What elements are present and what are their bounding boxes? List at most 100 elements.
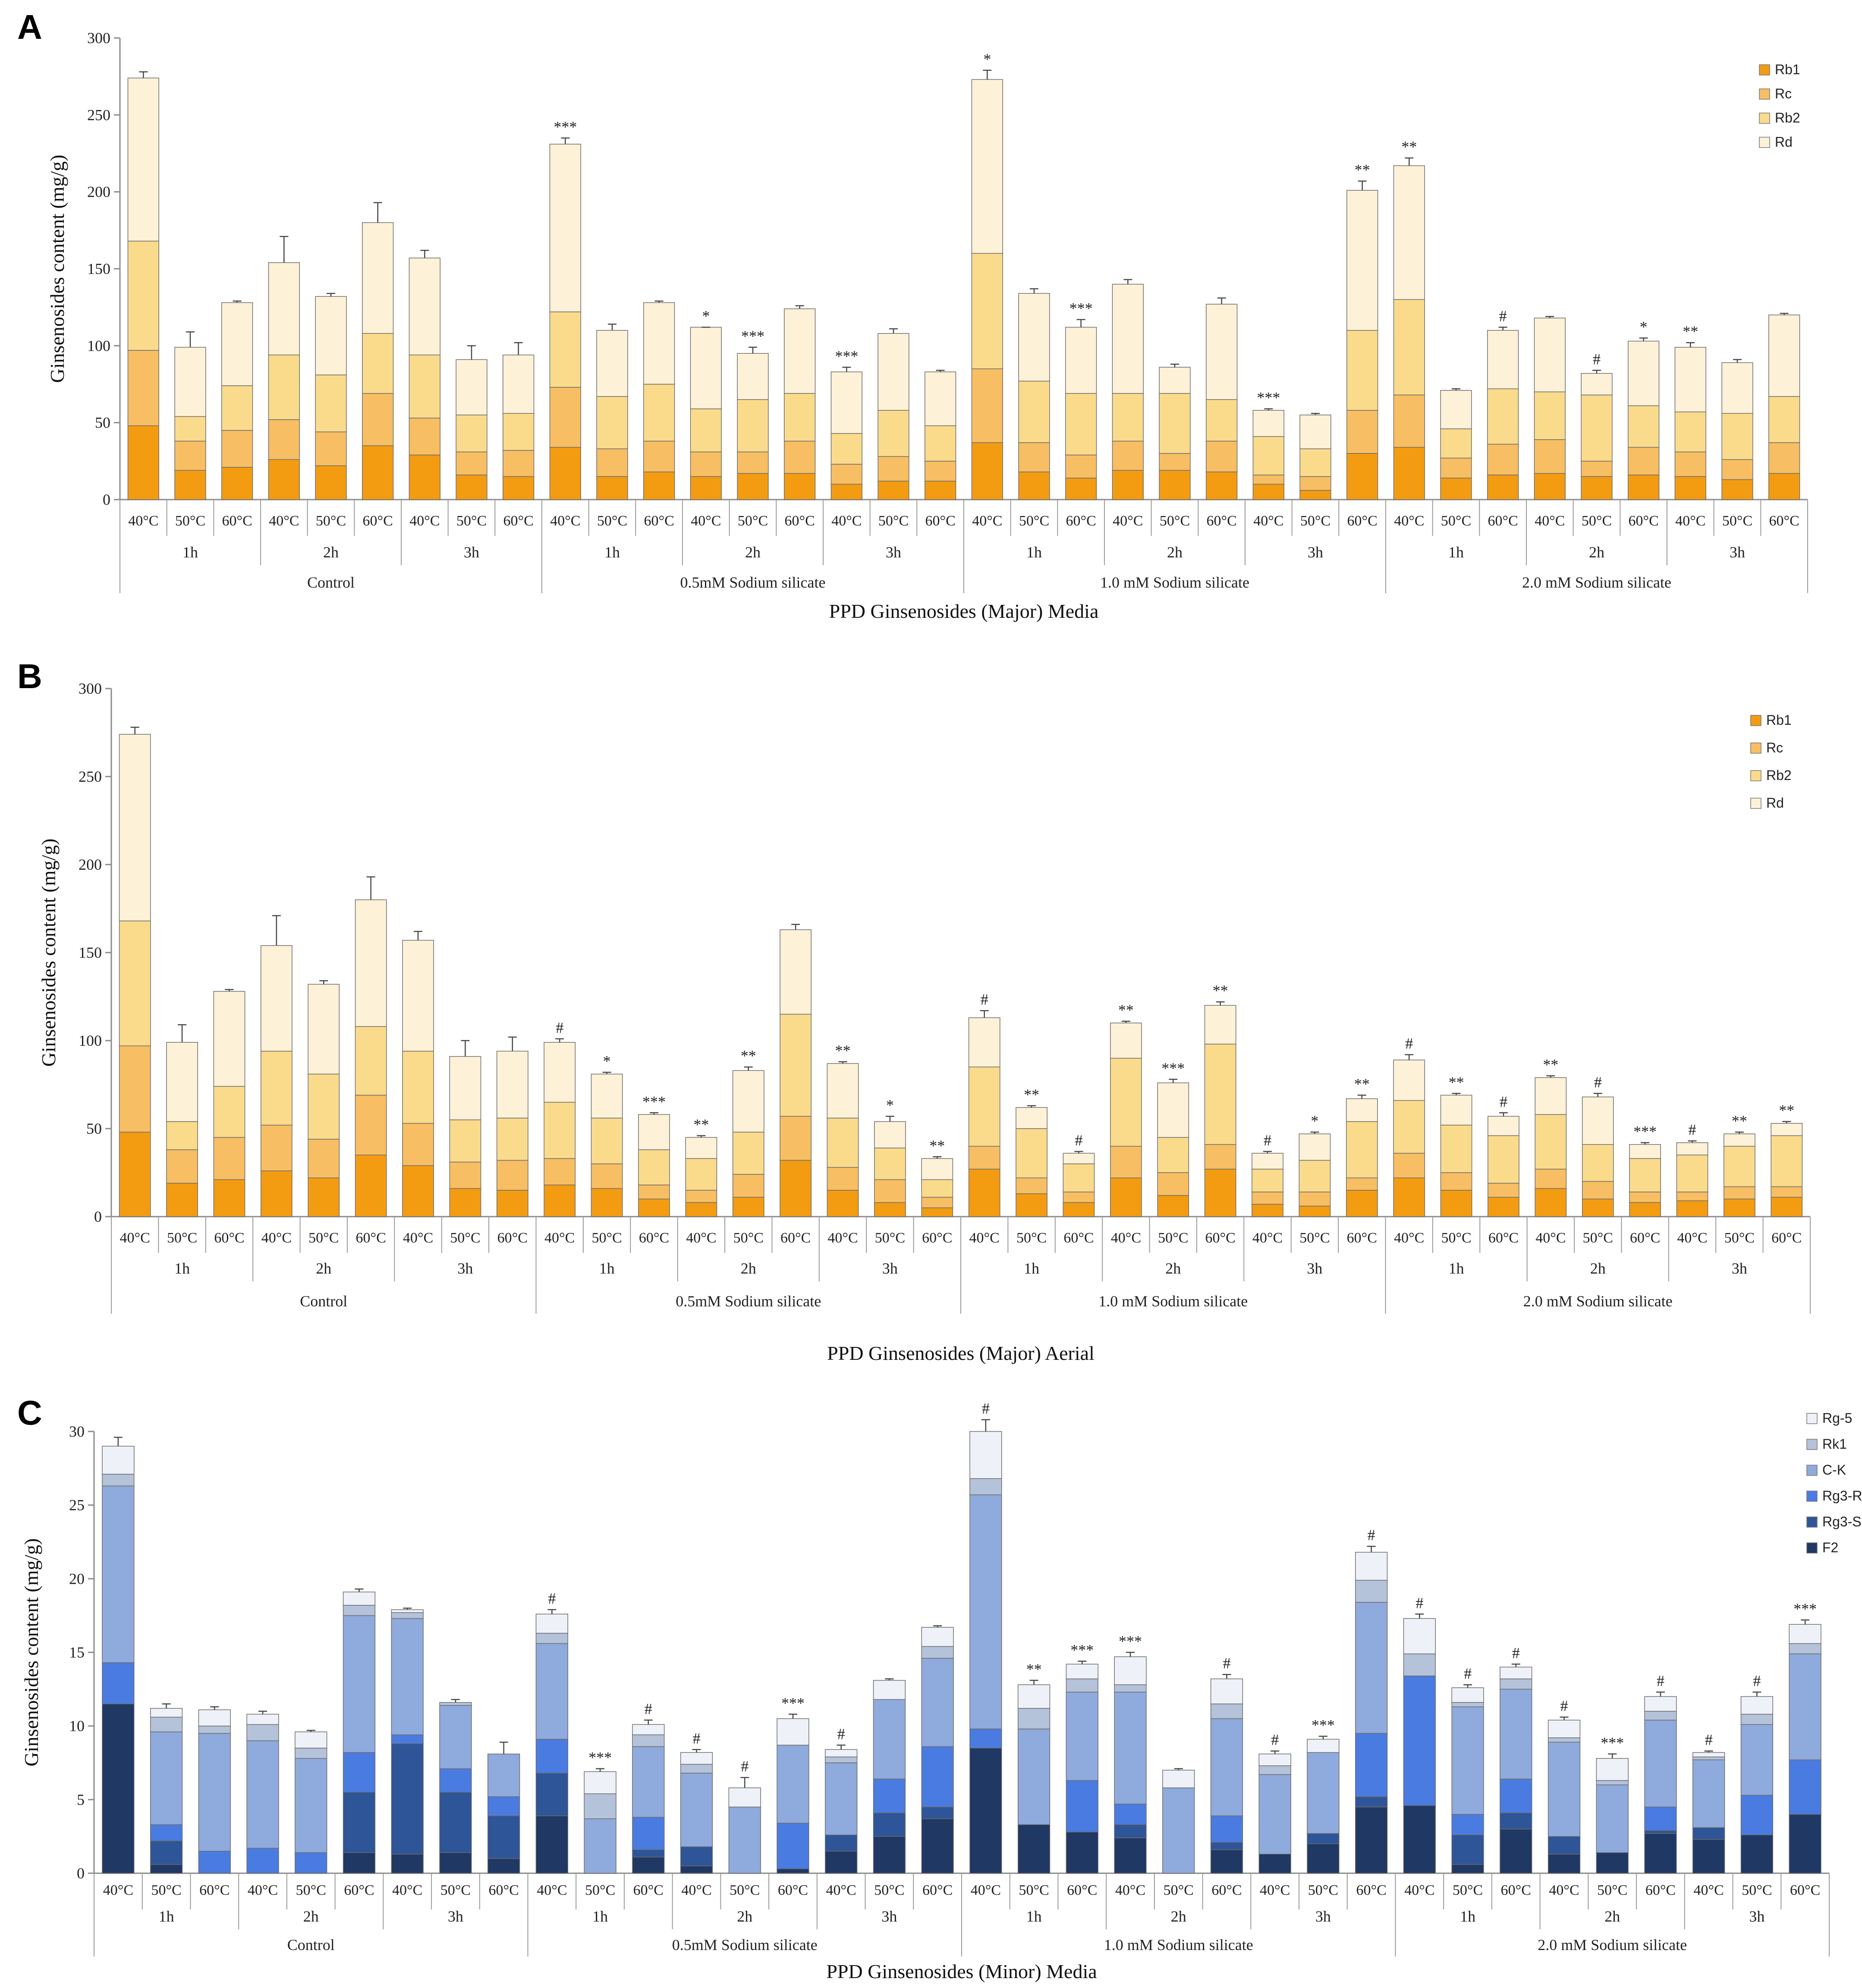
- x-temp-label: 50°C: [874, 1882, 904, 1898]
- bar-segment-rb1: [1206, 472, 1238, 500]
- x-temp-label: 40°C: [1115, 1882, 1145, 1898]
- x-treatment-label: 1.0 mM Sodium silicate: [1104, 1936, 1253, 1953]
- x-time-label: 2h: [316, 1260, 331, 1277]
- significance-mark: **: [741, 1047, 756, 1064]
- x-temp-label: 50°C: [1597, 1882, 1627, 1898]
- x-temp-label: 60°C: [778, 1882, 808, 1898]
- bar-segment-rk1: [1114, 1684, 1147, 1692]
- significance-mark: #: [981, 991, 988, 1008]
- y-tick-label: 300: [79, 680, 102, 697]
- x-temp-label: 60°C: [922, 1882, 953, 1898]
- bar-segment-rg-5: [102, 1446, 135, 1475]
- significance-mark: #: [1499, 308, 1507, 325]
- x-temp-label: 50°C: [875, 1230, 905, 1246]
- significance-mark: *: [983, 50, 991, 68]
- bar-segment-rc: [221, 430, 253, 468]
- bar-segment-rg3-r: [969, 1728, 1002, 1749]
- bar-segment-rb1: [784, 473, 816, 500]
- significance-mark: **: [1779, 1102, 1794, 1119]
- bar-segment-f2: [680, 1865, 713, 1874]
- bar-segment-rk1: [391, 1612, 424, 1619]
- bar-segment-rb2: [456, 415, 488, 453]
- significance-mark: #: [837, 1725, 845, 1743]
- bar-segment-rg-5: [1162, 1770, 1195, 1788]
- bar-segment-rd: [127, 77, 159, 242]
- bar-segment-rg3-r: [198, 1851, 231, 1874]
- bar-segment-rc: [968, 1146, 1000, 1170]
- x-temp-label: 40°C: [1394, 513, 1424, 529]
- x-temp-label: 50°C: [1019, 1882, 1049, 1898]
- x-temp-label: 40°C: [269, 513, 299, 529]
- x-time-label: 1h: [1449, 1260, 1464, 1277]
- legend-label: Rk1: [1822, 1436, 1847, 1452]
- bar-segment-c-k: [1066, 1692, 1098, 1781]
- bar-segment-rd: [1299, 415, 1331, 450]
- bar-segment-rb2: [1440, 1125, 1472, 1173]
- bar-segment-rg3-s: [343, 1792, 376, 1853]
- bar-segment-rb1: [1252, 1204, 1283, 1217]
- x-temp-label: 50°C: [167, 1230, 197, 1246]
- bar-segment-rc: [732, 1174, 764, 1198]
- x-treatment-label: 2.0 mM Sodium silicate: [1538, 1936, 1687, 1953]
- bar-segment-rc: [402, 1123, 434, 1166]
- x-temp-label: 40°C: [1549, 1882, 1579, 1898]
- bar-segment-rb2: [971, 253, 1003, 369]
- x-time-label: 2h: [1165, 1260, 1181, 1277]
- x-time-label: 1h: [1026, 544, 1042, 561]
- legend-label: Rd: [1766, 795, 1784, 811]
- x-time-label: 1h: [599, 1260, 615, 1277]
- bar-segment-rd: [874, 1121, 906, 1148]
- significance-mark: #: [1689, 1121, 1696, 1139]
- bar-segment-rd: [1110, 1022, 1142, 1059]
- significance-mark: **: [835, 1042, 851, 1059]
- bar-segment-rd: [1204, 1005, 1236, 1044]
- bar-segment-rd: [268, 262, 300, 355]
- bar-segment-rg-5: [1692, 1752, 1725, 1758]
- x-temp-label: 40°C: [969, 1230, 1000, 1246]
- significance-mark: ***: [1119, 1633, 1142, 1650]
- bar-segment-rc: [1582, 1181, 1614, 1199]
- bar-segment-rd: [1676, 1142, 1708, 1155]
- bar-segment-rk1: [1644, 1711, 1677, 1721]
- x-time-label: 2h: [323, 544, 339, 561]
- bar-segment-f2: [921, 1818, 954, 1874]
- bar-segment-rb2: [544, 1102, 576, 1159]
- significance-mark: **: [1026, 1661, 1042, 1678]
- x-temp-label: 50°C: [1308, 1882, 1338, 1898]
- bar-segment-rb2: [449, 1119, 481, 1163]
- bar-segment-rb2: [1629, 1158, 1661, 1192]
- bar-segment-rc: [1204, 1144, 1236, 1170]
- significance-mark: ***: [1633, 1123, 1657, 1140]
- y-tick-label: 15: [69, 1644, 85, 1661]
- x-time-label: 2h: [745, 544, 761, 561]
- bar-segment-rb2: [1252, 436, 1284, 475]
- bar-segment-rc: [1771, 1186, 1803, 1198]
- legend-swatch-rg3-s: [1806, 1516, 1818, 1528]
- significance-mark: #: [1271, 1731, 1279, 1749]
- bar-segment-c-k: [1114, 1692, 1147, 1805]
- bar-segment-rd: [971, 79, 1003, 254]
- significance-mark: ***: [1312, 1717, 1335, 1734]
- bar-segment-rb1: [1252, 484, 1284, 500]
- significance-mark: **: [1118, 1001, 1134, 1019]
- bar-segment-rd: [591, 1073, 623, 1119]
- bar-segment-rg-5: [728, 1787, 761, 1808]
- significance-mark: *: [702, 308, 710, 325]
- bar-segment-rd: [1629, 1144, 1661, 1159]
- bar-segment-rb1: [402, 1165, 434, 1217]
- bar-segment-rg-5: [1258, 1753, 1291, 1766]
- bar-segment-rc: [409, 418, 440, 456]
- bar-segment-rd: [496, 1051, 528, 1119]
- bar-segment-rc: [355, 1095, 387, 1155]
- bar-segment-rd: [549, 144, 581, 312]
- bar-segment-rb1: [1393, 1177, 1425, 1217]
- x-temp-label: 50°C: [1722, 513, 1752, 529]
- x-time-label: 1h: [1024, 1260, 1039, 1277]
- bar-segment-rb1: [1534, 473, 1566, 500]
- chart-title: PPD Ginsenosides (Minor) Media: [826, 1960, 1097, 1982]
- x-treatment-label: 0.5mM Sodium silicate: [672, 1936, 818, 1953]
- bar-segment-rg-5: [1500, 1667, 1532, 1680]
- bar-segment-rb1: [1204, 1169, 1236, 1217]
- x-temp-label: 60°C: [922, 1230, 952, 1246]
